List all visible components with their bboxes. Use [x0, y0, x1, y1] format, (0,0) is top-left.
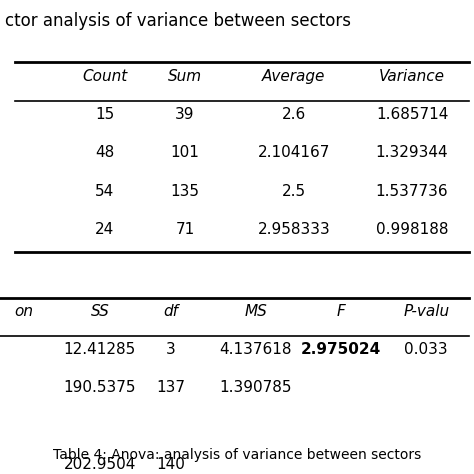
Text: 24: 24 — [95, 222, 114, 237]
Text: 39: 39 — [175, 107, 195, 122]
Text: 0.033: 0.033 — [404, 342, 448, 356]
Text: 1.685714: 1.685714 — [376, 107, 448, 122]
Text: on: on — [15, 304, 34, 319]
Text: 48: 48 — [95, 146, 114, 160]
Text: 2.104167: 2.104167 — [257, 146, 330, 160]
Text: 1.537736: 1.537736 — [376, 184, 448, 199]
Text: 15: 15 — [95, 107, 114, 122]
Text: 137: 137 — [156, 380, 185, 395]
Text: P-valu: P-valu — [403, 304, 449, 319]
Text: 135: 135 — [171, 184, 200, 199]
Text: 4.137618: 4.137618 — [219, 342, 292, 356]
Text: 3: 3 — [166, 342, 176, 356]
Text: 1.390785: 1.390785 — [219, 380, 292, 395]
Text: 190.5375: 190.5375 — [64, 380, 136, 395]
Text: ctor analysis of variance between sectors: ctor analysis of variance between sector… — [5, 12, 351, 30]
Text: 71: 71 — [175, 222, 195, 237]
Text: 202.9504: 202.9504 — [64, 456, 136, 472]
Text: 140: 140 — [156, 456, 185, 472]
Text: 2.975024: 2.975024 — [301, 342, 381, 356]
Text: Table 4: Anova: analysis of variance between sectors: Table 4: Anova: analysis of variance bet… — [53, 448, 421, 462]
Text: SS: SS — [91, 304, 109, 319]
Text: Count: Count — [82, 69, 127, 84]
Text: Average: Average — [262, 69, 326, 84]
Text: MS: MS — [245, 304, 267, 319]
Text: 101: 101 — [171, 146, 200, 160]
Text: Variance: Variance — [379, 69, 445, 84]
Text: 2.958333: 2.958333 — [257, 222, 330, 237]
Text: Sum: Sum — [168, 69, 202, 84]
Text: 2.5: 2.5 — [282, 184, 306, 199]
Text: df: df — [163, 304, 178, 319]
Text: 54: 54 — [95, 184, 114, 199]
Text: 2.6: 2.6 — [282, 107, 306, 122]
Text: 0.998188: 0.998188 — [376, 222, 448, 237]
Text: 1.329344: 1.329344 — [376, 146, 448, 160]
Text: 12.41285: 12.41285 — [64, 342, 136, 356]
Text: F: F — [337, 304, 346, 319]
